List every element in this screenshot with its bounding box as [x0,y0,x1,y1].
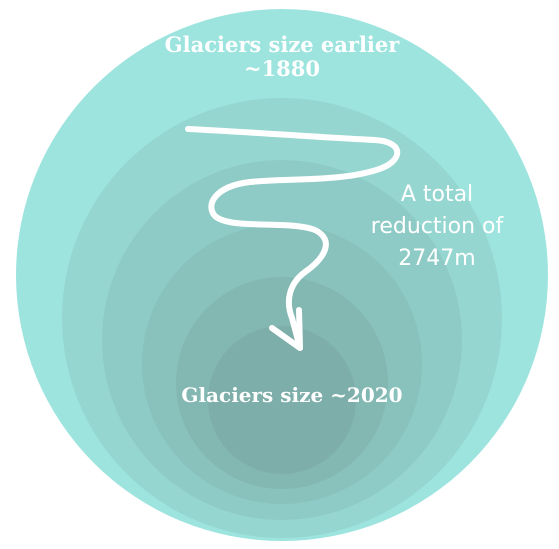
top-label-line2: ~1880 [244,56,320,81]
annotation-line2: reduction of [371,214,505,239]
arrow-head [269,307,303,351]
bottom-label: Glaciers size ~2020 [181,383,402,407]
annotation-line1: A total [401,182,473,207]
circle-2020 [208,326,356,474]
winding-arrow [185,126,401,351]
top-label-line1: Glaciers size earlier [165,32,401,57]
annotation-line3: 2747m [398,246,475,271]
